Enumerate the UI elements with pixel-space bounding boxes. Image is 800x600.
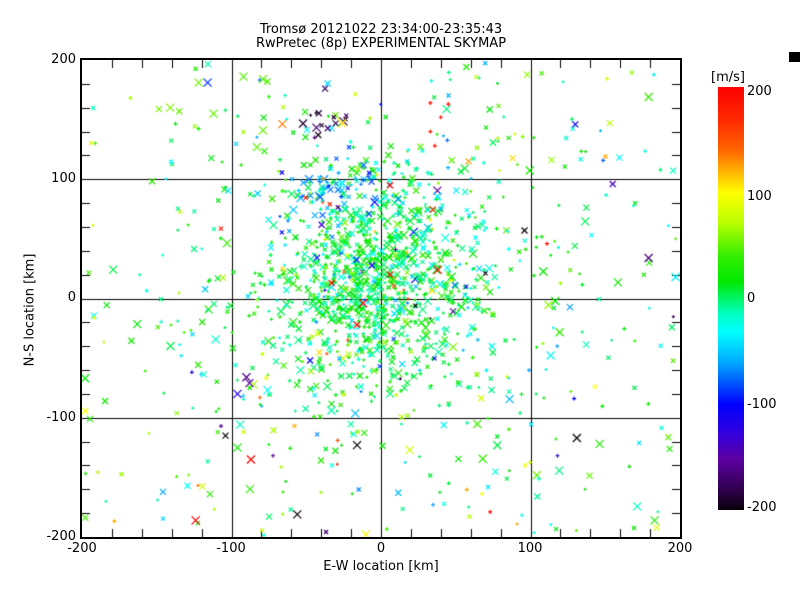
x-tick-neg100: -100 (216, 541, 246, 556)
colorbar-gradient (718, 87, 744, 510)
y-tick-100: 100 (51, 171, 76, 186)
x-axis-title: E-W location [km] (323, 559, 439, 574)
plot-frame (80, 58, 682, 539)
colorbar-tick-200: 200 (747, 84, 772, 99)
x-tick-neg200: -200 (67, 541, 97, 556)
y-tick-200: 200 (51, 52, 76, 67)
edge-mark (789, 52, 800, 62)
y-axis-title: N-S location [km] (22, 253, 38, 367)
title-line-2: RwPretec (8p) EXPERIMENTAL SKYMAP (255, 36, 507, 51)
colorbar-tick-100: 100 (747, 189, 772, 204)
skymap-scatter-canvas (82, 60, 680, 537)
colorbar-tick-neg200: -200 (747, 500, 777, 515)
x-tick-100: 100 (517, 541, 543, 556)
y-tick-neg100: -100 (46, 410, 76, 425)
y-tick-neg200: -200 (46, 529, 76, 544)
colorbar-units-label: [m/s] (711, 70, 745, 85)
title-line-1: Tromsø 20121022 23:34:00-23:35:43 (259, 22, 503, 37)
y-tick-0: 0 (67, 290, 76, 305)
colorbar-tick-neg100: -100 (747, 397, 777, 412)
plot-title: Tromsø 20121022 23:34:00-23:35:43 RwPret… (0, 23, 762, 51)
x-tick-200: 200 (667, 541, 693, 556)
colorbar-tick-0: 0 (747, 291, 756, 306)
x-tick-0: 0 (376, 541, 386, 556)
